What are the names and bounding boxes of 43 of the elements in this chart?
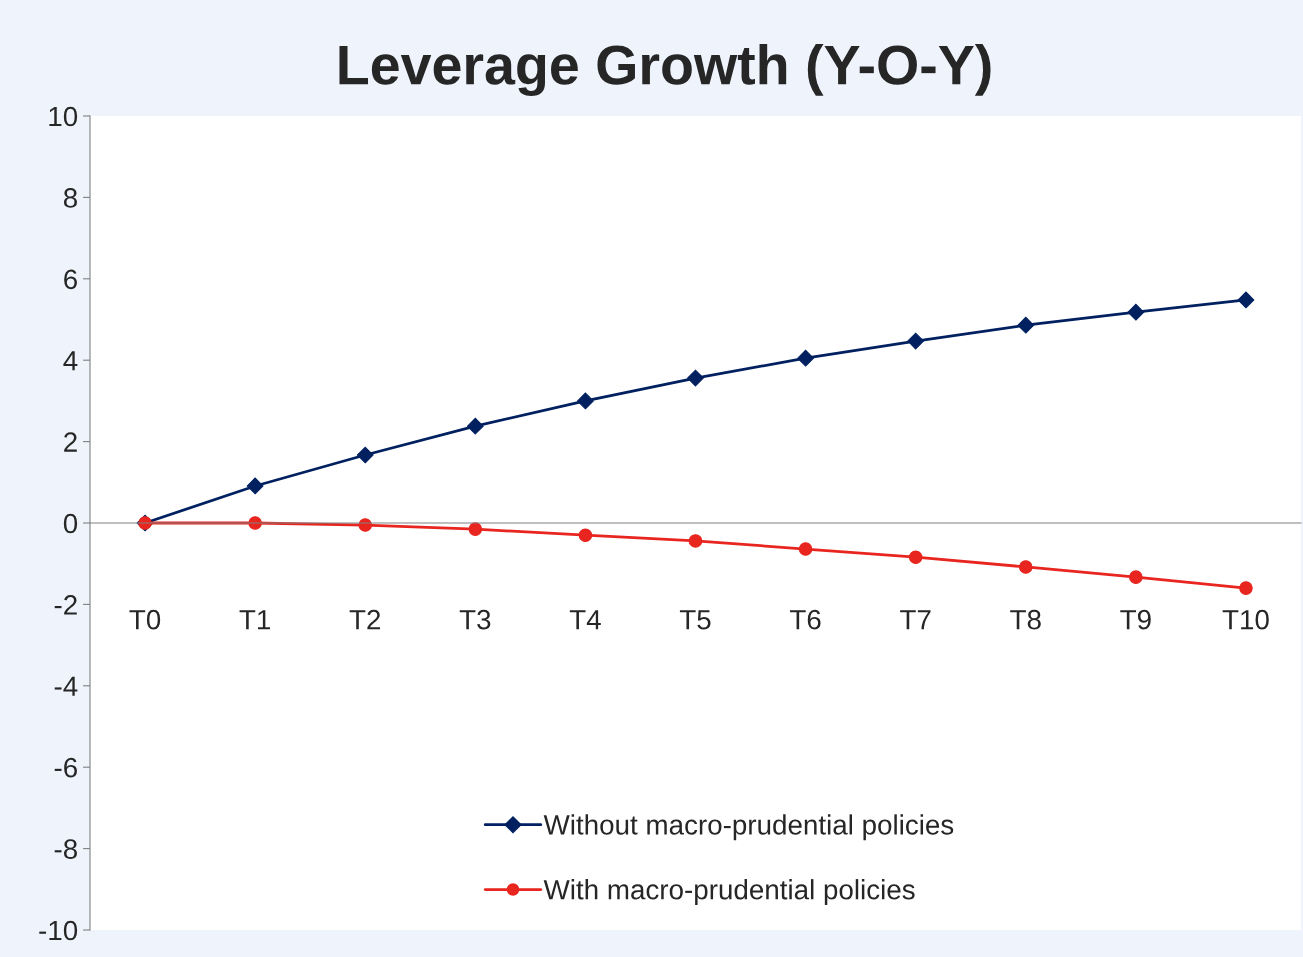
x-tick-label: T5 xyxy=(679,610,711,630)
y-tick-label: -10 xyxy=(39,920,78,941)
point xyxy=(246,477,264,495)
x-tick-label: T7 xyxy=(900,610,931,630)
y-tick-label: 2 xyxy=(64,432,77,452)
point xyxy=(908,550,923,564)
point xyxy=(468,522,483,536)
point xyxy=(1239,581,1253,595)
x-tick-label: T0 xyxy=(129,609,161,630)
y-tick-label: -2 xyxy=(54,595,77,615)
point xyxy=(356,446,374,464)
x-tick-label: T9 xyxy=(1120,609,1151,630)
point xyxy=(1129,570,1143,584)
legend-label: Without macro-prudential policies xyxy=(543,814,954,841)
y-tick-label: 10 xyxy=(49,106,78,127)
y-tick-label: -8 xyxy=(54,839,77,859)
chart-title: Leverage Growth (Y-O-Y) xyxy=(339,43,991,97)
point xyxy=(1017,316,1035,334)
y-tick-label: -6 xyxy=(54,757,77,778)
y-tick-label: -4 xyxy=(54,676,78,696)
x-tick-label: T10 xyxy=(1222,609,1269,630)
y-tick-label: 8 xyxy=(63,188,77,208)
x-tick-label: T2 xyxy=(349,609,381,630)
point xyxy=(688,534,703,548)
y-tick-label: 0 xyxy=(63,513,78,534)
point xyxy=(1019,560,1033,574)
point xyxy=(907,332,925,350)
x-tick-label: T1 xyxy=(239,610,270,630)
point xyxy=(578,528,593,542)
point xyxy=(1127,303,1145,321)
point xyxy=(687,369,704,387)
x-tick-label: T8 xyxy=(1010,609,1041,630)
x-tick-label: T6 xyxy=(790,609,821,630)
point xyxy=(577,392,594,410)
x-tick-label: T4 xyxy=(569,610,601,630)
y-tick-label: 6 xyxy=(64,269,77,290)
point xyxy=(797,349,814,367)
point xyxy=(798,542,813,556)
x-tick-label: T3 xyxy=(459,609,491,630)
point xyxy=(466,417,484,435)
y-tick-label: 4 xyxy=(63,351,78,371)
legend-label: With macro-prudential policies xyxy=(543,879,915,905)
point xyxy=(1237,291,1255,309)
